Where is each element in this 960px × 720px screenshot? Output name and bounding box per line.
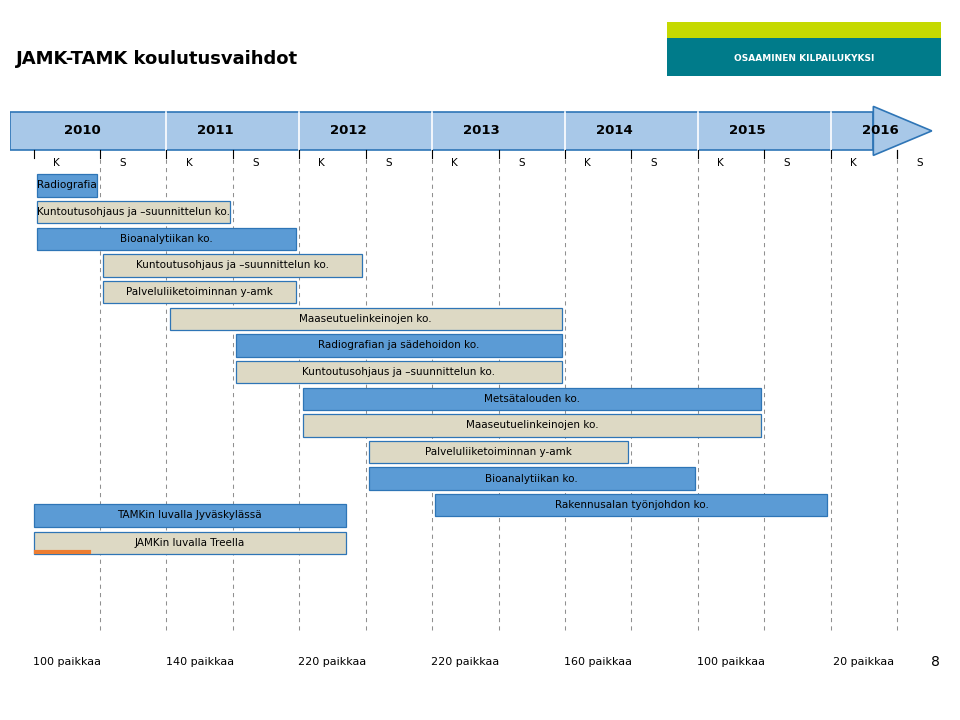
Text: 140 paikkaa: 140 paikkaa — [165, 657, 233, 667]
FancyBboxPatch shape — [36, 174, 97, 197]
Text: Kuntoutusohjaus ja –suunnittelun ko.: Kuntoutusohjaus ja –suunnittelun ko. — [36, 207, 229, 217]
Text: 8: 8 — [931, 654, 940, 669]
Text: K: K — [585, 158, 591, 168]
Text: K: K — [53, 158, 60, 168]
Text: K: K — [717, 158, 724, 168]
Text: 100 paikkaa: 100 paikkaa — [697, 657, 765, 667]
Text: Radiografian ja sädehoidon ko.: Radiografian ja sädehoidon ko. — [319, 341, 480, 351]
Polygon shape — [874, 107, 932, 156]
FancyBboxPatch shape — [302, 387, 761, 410]
Text: 2012: 2012 — [330, 125, 367, 138]
Text: Metsätalouden ko.: Metsätalouden ko. — [484, 394, 580, 404]
FancyBboxPatch shape — [369, 467, 695, 490]
Text: S: S — [385, 158, 392, 168]
FancyBboxPatch shape — [36, 201, 229, 223]
Text: Maaseutuelinkeinojen ko.: Maaseutuelinkeinojen ko. — [466, 420, 598, 431]
Bar — [10, 112, 874, 150]
Text: 220 paikkaa: 220 paikkaa — [431, 657, 499, 667]
Text: OSAAMINEN KILPAILUKYKSI: OSAAMINEN KILPAILUKYKSI — [733, 54, 875, 63]
Text: 2010: 2010 — [64, 125, 101, 138]
Text: Kuntoutusohjaus ja –suunnittelun ko.: Kuntoutusohjaus ja –suunnittelun ko. — [136, 261, 329, 271]
FancyBboxPatch shape — [104, 254, 362, 276]
Text: JAMK-TAMK koulutusvaihdot: JAMK-TAMK koulutusvaihdot — [16, 50, 299, 68]
Text: Palveluliiketoiminnan y-amk: Palveluliiketoiminnan y-amk — [425, 447, 572, 457]
Text: 100 paikkaa: 100 paikkaa — [33, 657, 101, 667]
Text: S: S — [517, 158, 524, 168]
FancyBboxPatch shape — [369, 441, 628, 463]
FancyBboxPatch shape — [170, 307, 562, 330]
FancyBboxPatch shape — [302, 414, 761, 436]
Text: K: K — [185, 158, 192, 168]
Text: Palveluliiketoiminnan y-amk: Palveluliiketoiminnan y-amk — [126, 287, 273, 297]
FancyBboxPatch shape — [34, 532, 346, 554]
FancyBboxPatch shape — [436, 494, 828, 516]
Text: JAMKin luvalla Treella: JAMKin luvalla Treella — [134, 538, 245, 548]
Text: 20 paikkaa: 20 paikkaa — [833, 657, 895, 667]
Text: Bioanalytiikan ko.: Bioanalytiikan ko. — [120, 234, 213, 244]
FancyBboxPatch shape — [236, 334, 562, 356]
Text: 2014: 2014 — [596, 125, 633, 138]
Text: S: S — [783, 158, 790, 168]
Text: K: K — [850, 158, 856, 168]
FancyBboxPatch shape — [104, 281, 296, 303]
Text: Kuntoutusohjaus ja –suunnittelun ko.: Kuntoutusohjaus ja –suunnittelun ko. — [302, 367, 495, 377]
Text: S: S — [252, 158, 259, 168]
Text: S: S — [119, 158, 126, 168]
Text: S: S — [651, 158, 658, 168]
FancyBboxPatch shape — [236, 361, 562, 383]
Text: Bioanalytiikan ko.: Bioanalytiikan ko. — [486, 474, 578, 484]
Text: 220 paikkaa: 220 paikkaa — [299, 657, 367, 667]
Text: TAMKin luvalla Jyväskylässä: TAMKin luvalla Jyväskylässä — [117, 510, 262, 521]
Text: Rakennusalan työnjohdon ko.: Rakennusalan työnjohdon ko. — [555, 500, 708, 510]
Text: 2016: 2016 — [861, 125, 899, 138]
Text: K: K — [319, 158, 325, 168]
Bar — [667, 22, 941, 38]
Text: Radiografia: Radiografia — [36, 181, 97, 191]
Text: S: S — [917, 158, 924, 168]
Text: 2011: 2011 — [197, 125, 234, 138]
FancyBboxPatch shape — [36, 228, 296, 250]
Text: K: K — [451, 158, 458, 168]
Text: 2013: 2013 — [463, 125, 500, 138]
FancyBboxPatch shape — [34, 504, 346, 526]
Text: 2015: 2015 — [729, 125, 765, 138]
Text: Maaseutuelinkeinojen ko.: Maaseutuelinkeinojen ko. — [300, 314, 432, 324]
Text: 160 paikkaa: 160 paikkaa — [564, 657, 633, 667]
